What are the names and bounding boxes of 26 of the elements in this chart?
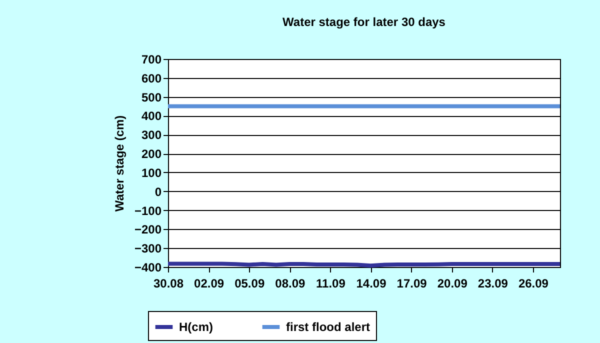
y-tick-label: 600 [141,71,162,86]
x-tick-label: 02.09 [194,276,224,290]
legend-label: first flood alert [286,320,370,334]
x-tick-label: 14.09 [356,276,387,290]
legend-label: H(cm) [179,320,214,334]
y-tick-label: 300 [141,128,162,142]
x-tick-label: 30.08 [153,276,184,290]
y-tick-label: 400 [141,109,162,124]
y-tick-label: 700 [141,52,162,66]
chart-title: Water stage for later 30 days [282,15,446,29]
y-tick-label: 100 [141,166,162,180]
y-tick-label: −300 [134,242,162,256]
x-tick-label: 11.09 [316,276,346,290]
x-tick-label: 20.09 [437,276,468,290]
x-tick-label: 08.09 [275,276,306,290]
y-tick-label: −200 [134,222,162,237]
y-tick-label: 500 [141,90,162,104]
x-tick-label: 23.09 [478,276,508,290]
x-tick-label: 17.09 [396,276,428,290]
x-tick-label: 05.09 [234,276,265,290]
x-tick-label: 26.09 [518,276,549,290]
y-axis-title: Water stage (cm) [112,115,126,212]
y-tick-label: −400 [134,260,162,274]
y-tick-label: 0 [154,184,162,199]
y-tick-label: −100 [134,204,162,218]
y-tick-label: 200 [141,147,162,162]
